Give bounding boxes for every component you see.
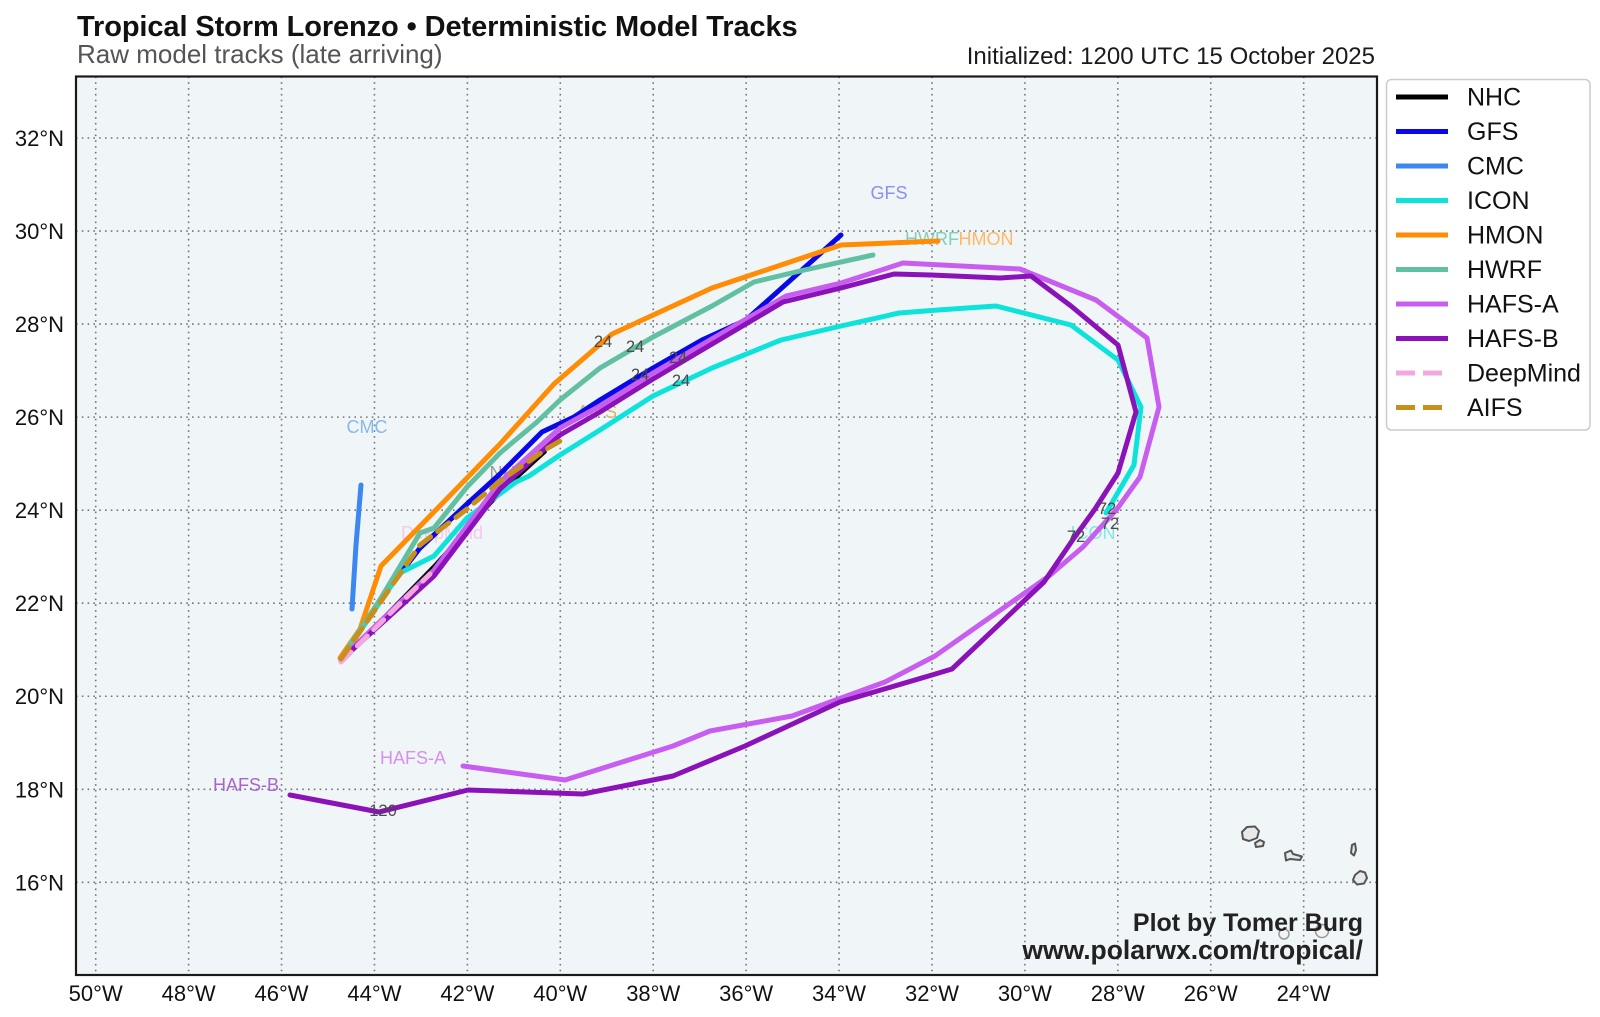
svg-text:50°W: 50°W — [69, 981, 123, 1006]
svg-text:Initialized: 1200 UTC 15 Octob: Initialized: 1200 UTC 15 October 2025 — [967, 43, 1375, 70]
svg-text:48°W: 48°W — [162, 981, 216, 1006]
svg-text:30°N: 30°N — [15, 219, 64, 244]
svg-text:36°W: 36°W — [719, 981, 773, 1006]
svg-text:CMC: CMC — [347, 417, 388, 437]
svg-text:www.polarwx.com/tropical/: www.polarwx.com/tropical/ — [1021, 935, 1363, 965]
svg-text:ICON: ICON — [1467, 187, 1530, 215]
svg-text:24: 24 — [594, 333, 612, 351]
svg-text:72: 72 — [1101, 515, 1119, 533]
svg-text:120: 120 — [369, 802, 397, 820]
svg-text:24: 24 — [672, 372, 690, 390]
svg-text:24°W: 24°W — [1277, 981, 1331, 1006]
svg-text:HMON: HMON — [959, 229, 1014, 249]
svg-text:32°N: 32°N — [15, 126, 64, 151]
svg-text:HAFS-B: HAFS-B — [1467, 325, 1559, 353]
svg-text:HMON: HMON — [1467, 222, 1543, 250]
svg-text:CMC: CMC — [1467, 153, 1524, 181]
svg-text:24: 24 — [669, 349, 687, 367]
svg-text:44°W: 44°W — [347, 981, 401, 1006]
svg-text:24: 24 — [626, 338, 644, 356]
svg-text:28°W: 28°W — [1091, 981, 1145, 1006]
svg-text:72: 72 — [1098, 500, 1116, 518]
svg-text:GFS: GFS — [870, 183, 907, 203]
svg-text:GFS: GFS — [1467, 118, 1518, 146]
svg-text:AIFS: AIFS — [1467, 394, 1523, 422]
svg-text:20°N: 20°N — [15, 684, 64, 709]
svg-text:30°W: 30°W — [998, 981, 1052, 1006]
svg-text:22°N: 22°N — [15, 591, 64, 616]
svg-text:40°W: 40°W — [533, 981, 587, 1006]
svg-text:HAFS-B: HAFS-B — [213, 775, 279, 795]
svg-text:HWRF: HWRF — [1467, 256, 1542, 284]
svg-text:HAFS-A: HAFS-A — [380, 748, 446, 768]
svg-text:HAFS-A: HAFS-A — [1467, 291, 1559, 319]
svg-text:16°N: 16°N — [15, 870, 64, 895]
svg-text:26°N: 26°N — [15, 405, 64, 430]
svg-text:Raw model tracks (late arrivin: Raw model tracks (late arriving) — [77, 39, 443, 69]
svg-text:Tropical Storm Lorenzo • Deter: Tropical Storm Lorenzo • Deterministic M… — [77, 11, 798, 43]
svg-text:24: 24 — [631, 366, 649, 384]
svg-text:24°N: 24°N — [15, 498, 64, 523]
svg-text:Plot by Tomer Burg: Plot by Tomer Burg — [1133, 909, 1363, 937]
svg-text:46°W: 46°W — [255, 981, 309, 1006]
svg-text:34°W: 34°W — [812, 981, 866, 1006]
svg-text:32°W: 32°W — [905, 981, 959, 1006]
svg-text:26°W: 26°W — [1184, 981, 1238, 1006]
svg-text:42°W: 42°W — [440, 981, 494, 1006]
svg-text:18°N: 18°N — [15, 777, 64, 802]
svg-text:DeepMind: DeepMind — [1467, 360, 1581, 388]
svg-text:NHC: NHC — [1467, 84, 1521, 112]
svg-text:72: 72 — [1067, 528, 1085, 546]
svg-text:28°N: 28°N — [15, 312, 64, 337]
svg-text:38°W: 38°W — [626, 981, 680, 1006]
